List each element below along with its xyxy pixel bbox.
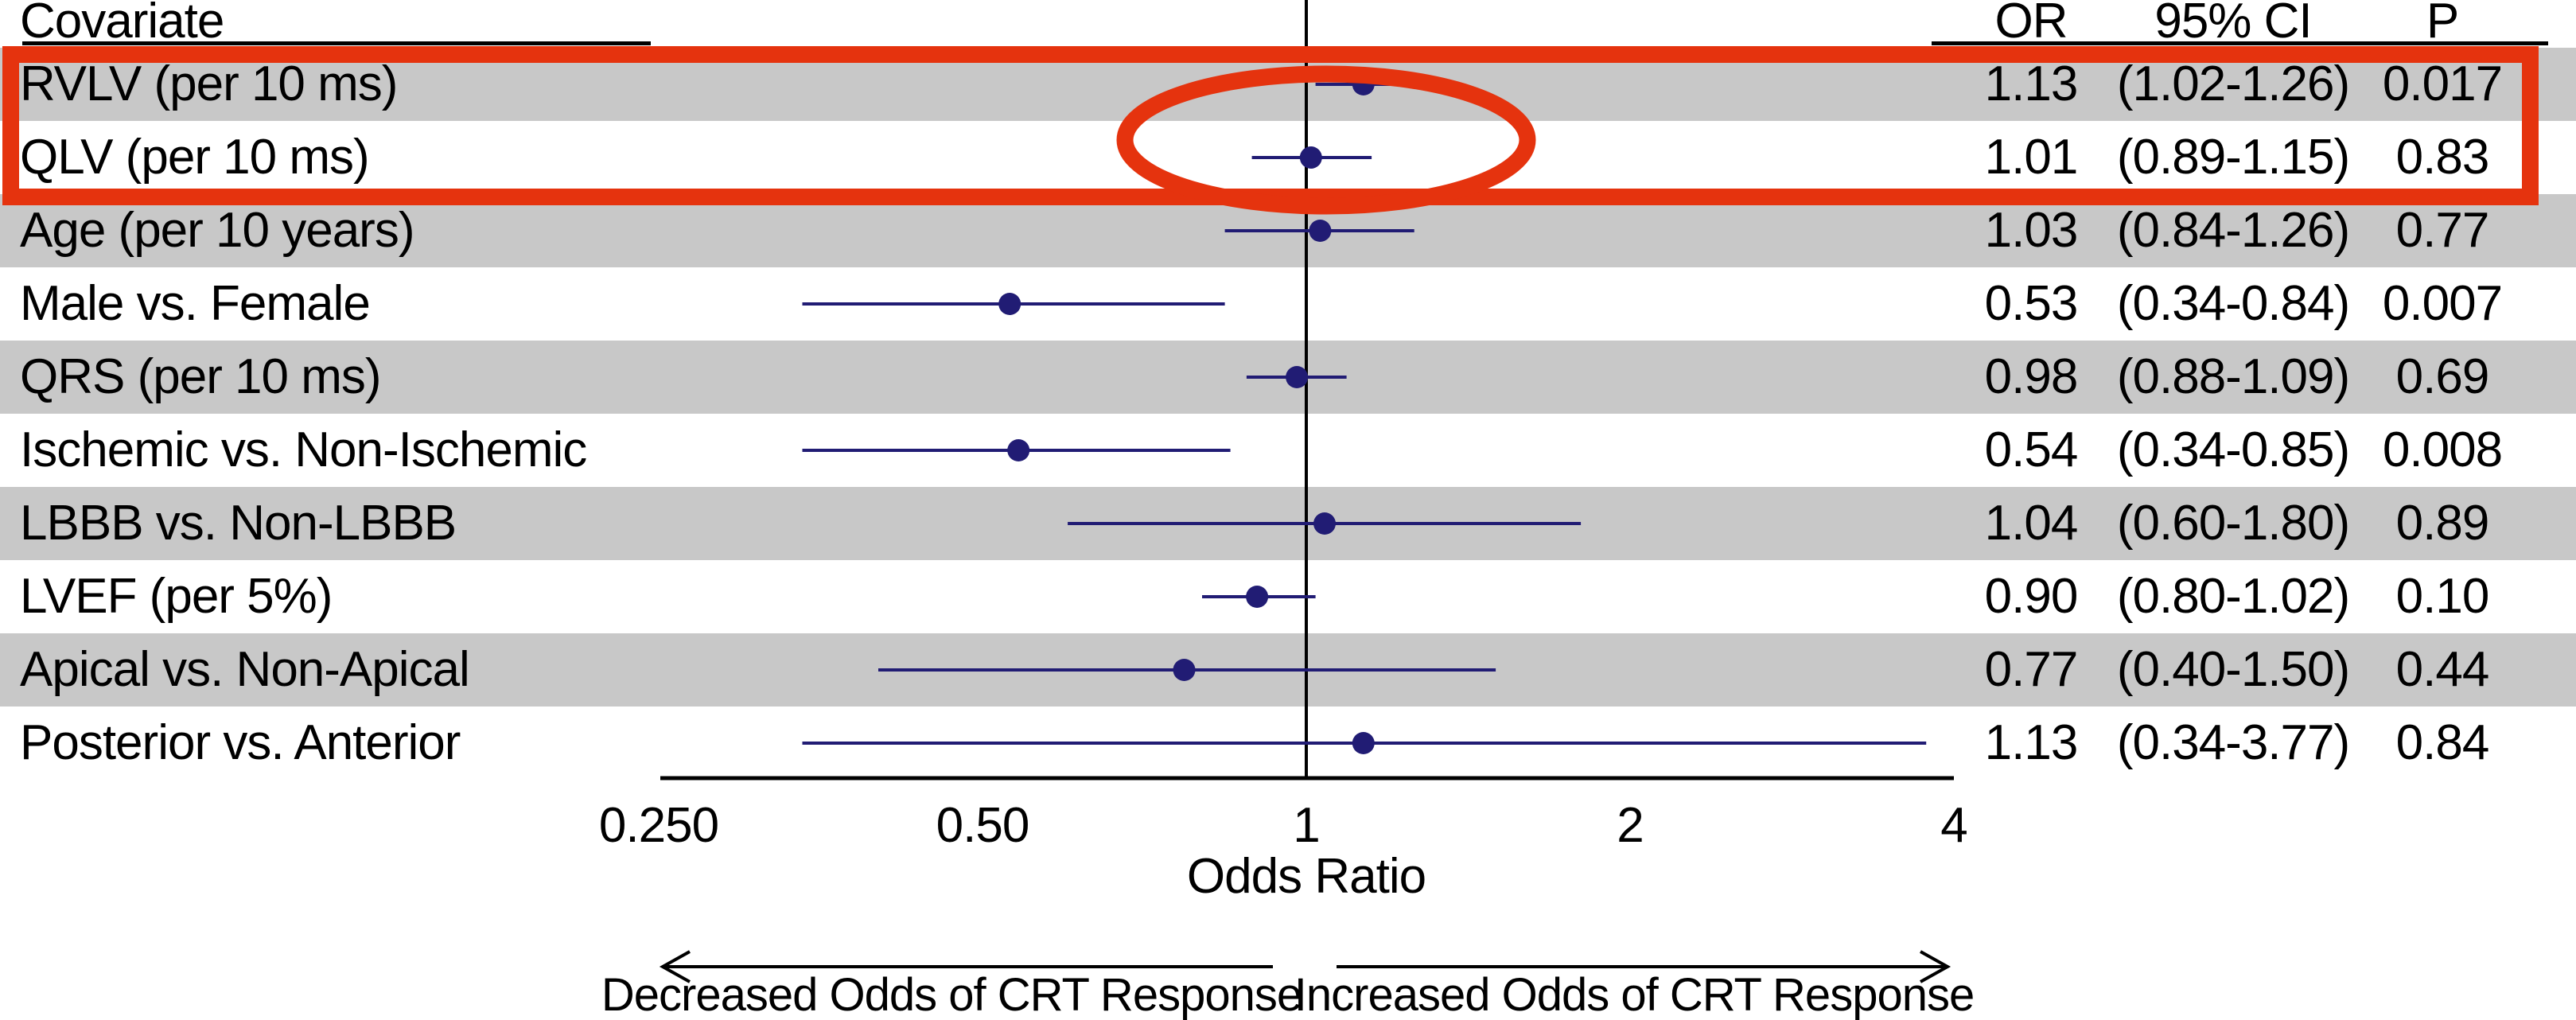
x-axis-tick-label: 0.250 (598, 798, 719, 853)
row-covariate-label: QLV (per 10 ms) (20, 130, 370, 185)
row-covariate-label: Apical vs. Non-Apical (20, 642, 470, 697)
row-ci-value: (0.84-1.26) (2116, 203, 2350, 258)
column-header-p: P (2426, 0, 2459, 49)
row-or-value: 0.54 (1984, 422, 2079, 477)
row-ci-value: (0.40-1.50) (2116, 642, 2350, 697)
row-or-value: 1.13 (1984, 56, 2079, 111)
x-axis-tick-label: 0.50 (936, 798, 1030, 853)
row-covariate-label: LBBB vs. Non-LBBB (20, 496, 457, 551)
row-p-value: 0.84 (2395, 715, 2490, 770)
row-covariate-label: Ischemic vs. Non-Ischemic (20, 422, 587, 477)
row-ci-value: (0.60-1.80) (2116, 496, 2350, 551)
or-point-marker (1299, 146, 1322, 169)
row-covariate-label: Posterior vs. Anterior (20, 715, 461, 770)
values-header-underline (1932, 41, 2548, 45)
row-ci-value: (0.34-0.84) (2116, 276, 2350, 331)
row-covariate-label: Age (per 10 years) (20, 203, 414, 258)
x-axis-tick-label: 4 (1940, 798, 1967, 853)
row-covariate-label: LVEF (per 5%) (20, 569, 333, 624)
row-or-value: 0.98 (1984, 349, 2079, 404)
row-ci-value: (0.80-1.02) (2116, 569, 2350, 624)
row-covariate-label: QRS (per 10 ms) (20, 349, 382, 404)
x-axis-title: Odds Ratio (1186, 849, 1426, 904)
column-header-ci: 95% CI (2154, 0, 2312, 49)
row-p-value: 0.10 (2395, 569, 2490, 624)
row-covariate-label: RVLV (per 10 ms) (20, 56, 398, 111)
row-p-value: 0.69 (2395, 349, 2490, 404)
x-axis-tick-label: 2 (1617, 798, 1644, 853)
or-point-marker (998, 293, 1021, 315)
row-or-value: 1.03 (1984, 203, 2079, 258)
row-or-value: 1.01 (1984, 130, 2079, 185)
row-ci-value: (0.88-1.09) (2116, 349, 2350, 404)
row-covariate-label: Male vs. Female (20, 276, 371, 331)
or-point-marker (1246, 586, 1269, 608)
x-axis-tick-label: 1 (1293, 798, 1320, 853)
row-ci-value: (1.02-1.26) (2116, 56, 2350, 111)
row-or-value: 0.53 (1984, 276, 2079, 331)
decreased-odds-label: Decreased Odds of CRT Response (601, 969, 1302, 1020)
row-p-value: 0.83 (2395, 130, 2490, 185)
column-header-covariate: Covariate (20, 0, 224, 49)
row-p-value: 0.44 (2395, 642, 2490, 697)
row-p-value: 0.77 (2395, 203, 2490, 258)
or-point-marker (1007, 439, 1030, 461)
row-or-value: 1.13 (1984, 715, 2079, 770)
row-p-value: 0.89 (2395, 496, 2490, 551)
row-or-value: 1.04 (1984, 496, 2079, 551)
row-p-value: 0.008 (2382, 422, 2503, 477)
row-p-value: 0.007 (2382, 276, 2503, 331)
row-ci-value: (0.34-3.77) (2116, 715, 2350, 770)
covariate-header-underline (22, 41, 651, 45)
row-ci-value: (0.89-1.15) (2116, 130, 2350, 185)
or-point-marker (1352, 732, 1375, 754)
row-or-value: 0.77 (1984, 642, 2079, 697)
row-or-value: 0.90 (1984, 569, 2079, 624)
row-p-value: 0.017 (2382, 56, 2503, 111)
column-header-or: OR (1994, 0, 2068, 49)
increased-odds-label: Increased Odds of CRT Response (1294, 969, 1975, 1020)
row-ci-value: (0.34-0.85) (2116, 422, 2350, 477)
